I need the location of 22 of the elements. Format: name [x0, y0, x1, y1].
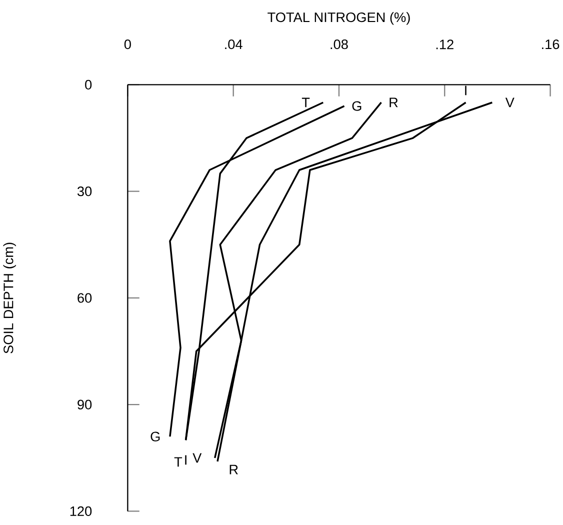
y-tick-label: 60 [78, 293, 92, 303]
x-tick-label: .12 [436, 40, 454, 50]
series-label: V [192, 453, 202, 463]
text: V [505, 98, 514, 108]
y-tick-label: 90 [78, 400, 92, 410]
text: T [174, 457, 182, 467]
x-tick-label: 0 [124, 40, 131, 50]
series-label: G [352, 101, 362, 111]
series-label: R [390, 98, 398, 108]
text: I [185, 455, 186, 465]
y-tick-label: 120 [70, 506, 92, 516]
x-tick-label: .04 [225, 40, 242, 50]
y-axis-title: SOIL DEPTH (cm) [3, 242, 16, 354]
series-label: I [465, 86, 466, 96]
text: G [150, 432, 160, 442]
series-label: T [302, 98, 310, 108]
y-tick-label: 30 [77, 186, 92, 196]
text: R [230, 464, 238, 474]
x-tick-label: .16 [542, 40, 560, 50]
x-axis-title: TOTAL NITROGEN (%) [268, 12, 410, 25]
y-tick-label: 0 [85, 80, 92, 90]
x-tick-label: .08 [330, 40, 348, 50]
